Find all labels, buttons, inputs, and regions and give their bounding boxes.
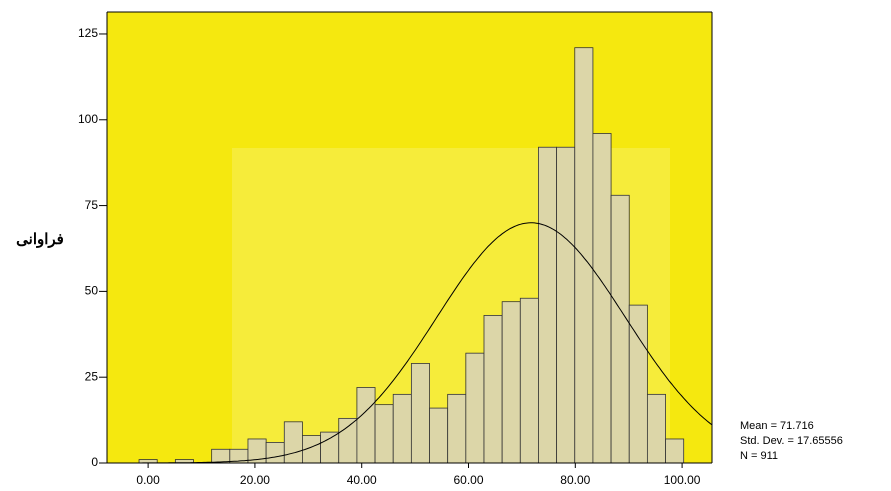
y-tick-label: 25 [85, 369, 99, 383]
x-tick-label: 60.00 [453, 473, 483, 487]
x-tick-label: 100.00 [664, 473, 701, 487]
bar [321, 432, 339, 463]
bar [611, 195, 629, 463]
y-tick-label: 75 [85, 198, 99, 212]
bar [430, 408, 448, 463]
bar [666, 439, 684, 463]
bar [375, 405, 393, 463]
y-tick-label: 100 [78, 112, 98, 126]
x-tick-label: 80.00 [560, 473, 590, 487]
bar [647, 394, 665, 463]
bar [629, 305, 647, 463]
bar [593, 134, 611, 463]
x-tick-label: 40.00 [347, 473, 377, 487]
bar [502, 302, 520, 463]
y-tick-label: 50 [85, 284, 99, 298]
bar [266, 442, 284, 463]
chart: فراوانی Mean = 71.716 Std. Dev. = 17.655… [0, 0, 891, 491]
stat-std: Std. Dev. = 17.65556 [740, 435, 843, 447]
y-axis-label: فراوانی [16, 231, 64, 248]
y-tick-label: 125 [78, 26, 98, 40]
bar [284, 422, 302, 463]
bar [520, 298, 538, 463]
x-tick-label: 20.00 [240, 473, 270, 487]
stat-mean: Mean = 71.716 [740, 420, 814, 432]
bar [339, 418, 357, 463]
bar [466, 353, 484, 463]
x-tick-label: 0.00 [136, 473, 160, 487]
bar [411, 363, 429, 463]
bar [538, 147, 556, 463]
stat-n: N = 911 [740, 450, 778, 462]
bar [393, 394, 411, 463]
bar [448, 394, 466, 463]
y-tick-label: 0 [91, 455, 98, 469]
bar [557, 147, 575, 463]
bar [357, 387, 375, 463]
bar [212, 449, 230, 463]
bar [484, 315, 502, 463]
bar [575, 48, 593, 463]
